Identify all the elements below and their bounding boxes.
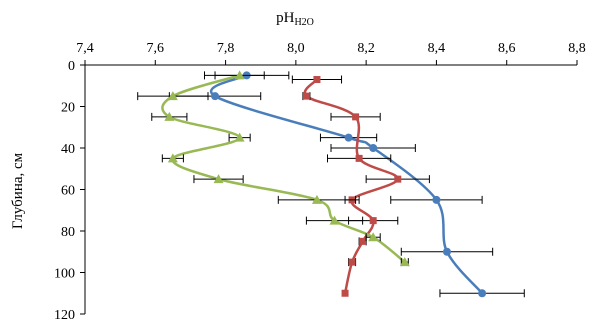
data-point (164, 111, 175, 121)
y-tick-label: 0 (68, 59, 75, 74)
series-line (210, 74, 484, 295)
series-layer (137, 70, 525, 298)
y-tick-label: 100 (54, 267, 75, 282)
data-point (329, 215, 340, 225)
data-point (211, 92, 220, 101)
data-point (167, 91, 178, 101)
x-axis-title: pHH2O (276, 10, 314, 28)
data-point (355, 154, 363, 162)
y-axis-title: Глубина, см (10, 152, 26, 229)
data-point (359, 237, 367, 245)
data-point (442, 247, 451, 256)
series-3 (137, 70, 410, 267)
x-axis-title-subscript: H2O (294, 17, 313, 28)
x-tick-label: 7,4 (76, 41, 94, 56)
data-point (234, 132, 245, 142)
x-tick-label: 8,6 (498, 41, 516, 56)
data-point (311, 194, 322, 204)
data-point (369, 144, 378, 152)
y-tick-label: 120 (54, 308, 75, 320)
data-point (167, 153, 178, 163)
data-point (213, 174, 224, 184)
y-tick-label: 60 (61, 184, 75, 199)
data-point (432, 195, 441, 204)
x-tick-label: 8,0 (287, 41, 305, 56)
x-tick-label: 7,8 (217, 41, 235, 56)
x-axis-title-main: pH (276, 10, 295, 26)
data-point (341, 289, 349, 297)
data-point (352, 113, 360, 121)
series-line (161, 74, 406, 264)
data-point (478, 289, 487, 298)
data-point (369, 217, 377, 225)
x-tick-label: 8,8 (568, 41, 586, 56)
y-tick-label: 40 (61, 142, 75, 157)
axes: 7,4 7,6 7,8 8,0 8,2 8,4 8,6 8,8 0 20 40 60 80 100 120 (54, 41, 586, 320)
data-point (394, 175, 402, 183)
data-point (344, 133, 353, 142)
data-point (399, 257, 410, 267)
series-line (303, 78, 400, 294)
y-tick-label: 80 (61, 225, 75, 240)
data-point (302, 92, 310, 100)
data-point (348, 258, 356, 266)
y-axis-title-group: Глубина, см (10, 152, 26, 229)
data-point (234, 70, 245, 80)
x-tick-label: 8,4 (428, 41, 446, 56)
y-tick-label: 20 (61, 101, 75, 116)
series-1 (168, 71, 525, 298)
x-tick-label: 7,6 (147, 41, 165, 56)
data-point (368, 232, 379, 242)
x-tick-label: 8,2 (357, 41, 375, 56)
data-point (313, 76, 321, 84)
series-2 (291, 75, 430, 297)
